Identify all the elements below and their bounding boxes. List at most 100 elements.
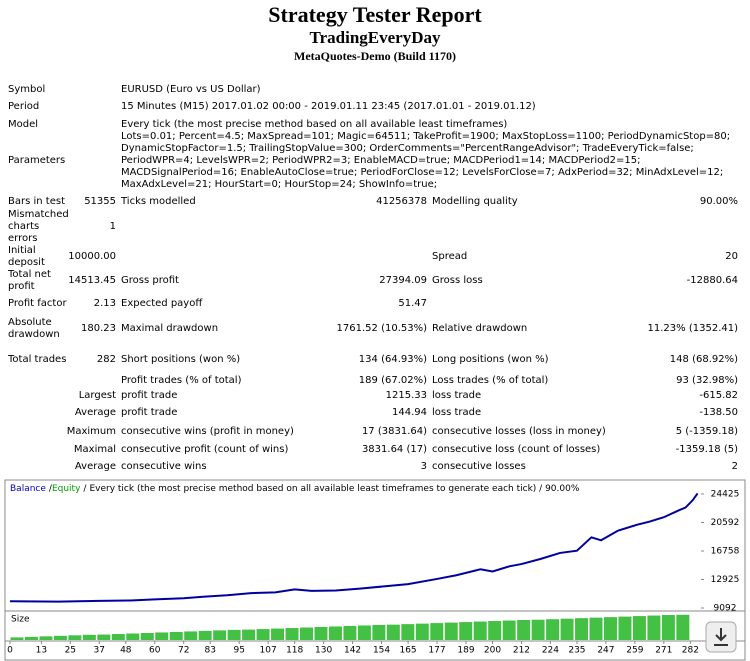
stat-label: profit trade xyxy=(121,390,178,401)
chart-title: Every tick (the most precise method base… xyxy=(89,484,579,494)
stat-label: profit trade xyxy=(121,407,178,418)
stat-label: Loss trades (% of total) xyxy=(432,375,549,386)
x-tick-label: 0 xyxy=(7,646,13,656)
stat-value: 134 (64.93%) xyxy=(358,354,427,365)
server-name: MetaQuotes-Demo (Build 1170) xyxy=(294,49,456,63)
stat-label: consecutive losses (loss in money) xyxy=(432,426,606,437)
stat-value: 180.23 xyxy=(81,323,116,334)
size-bar xyxy=(502,620,516,640)
stat-value: Average xyxy=(74,407,116,418)
x-tick-label: 72 xyxy=(178,646,189,656)
size-bar xyxy=(357,625,371,640)
size-bar xyxy=(97,634,111,640)
download-icon[interactable] xyxy=(705,621,737,653)
stat-value: 282 xyxy=(96,354,116,365)
y-tick-label: 24425 xyxy=(711,490,740,500)
stat-value: 3831.64 (17) xyxy=(361,444,427,455)
size-bar xyxy=(372,624,386,640)
size-bar xyxy=(444,622,458,640)
x-tick-label: 235 xyxy=(568,646,585,656)
size-bar xyxy=(39,636,53,640)
stat-value: 148 (68.92%) xyxy=(669,354,738,365)
stat-label: consecutive wins xyxy=(121,461,207,472)
y-tick-label: 12925 xyxy=(711,575,740,585)
x-tick-label: 60 xyxy=(149,646,161,656)
stat-label: loss trade xyxy=(432,390,482,401)
x-tick-label: 282 xyxy=(682,646,699,656)
y-tick-label: 16758 xyxy=(711,547,740,557)
size-bar xyxy=(589,617,603,640)
report-title: Strategy Tester Report xyxy=(268,2,482,27)
size-bar xyxy=(328,626,342,640)
stat-value: 51.47 xyxy=(398,298,427,309)
balance-line xyxy=(9,492,699,603)
size-bar xyxy=(459,622,473,640)
stat-value: 41256378 xyxy=(376,196,427,207)
legend-entry: Balance xyxy=(10,484,46,494)
stat-label: Total net profit xyxy=(8,269,51,292)
size-bar xyxy=(242,629,256,640)
stat-label: Total trades xyxy=(8,354,67,365)
stat-label: consecutive loss (count of losses) xyxy=(432,444,601,455)
x-tick-label: 271 xyxy=(655,646,672,656)
stat-value: 51355 xyxy=(84,196,116,207)
x-tick-label: 118 xyxy=(286,646,303,656)
x-tick-label: 259 xyxy=(626,646,643,656)
size-bar xyxy=(227,629,241,640)
size-bar xyxy=(271,628,285,640)
stat-label: Profit trades (% of total) xyxy=(121,375,242,386)
size-bar xyxy=(517,619,531,640)
x-tick-label: 165 xyxy=(399,646,416,656)
stat-label: Profit factor xyxy=(8,298,67,309)
size-bar xyxy=(155,632,169,640)
stat-value: -138.50 xyxy=(699,407,738,418)
row-text: Lots=0.01; Percent=4.5; MaxSpread=101; M… xyxy=(121,131,731,190)
size-bar xyxy=(213,630,227,640)
size-bar xyxy=(111,634,125,640)
row-label: Model xyxy=(8,119,39,130)
x-tick-label: 247 xyxy=(597,646,614,656)
stat-value: 2 xyxy=(731,461,738,472)
stat-label: Gross loss xyxy=(432,275,483,286)
stat-value: -12880.64 xyxy=(686,275,738,286)
y-tick-label: 20592 xyxy=(711,518,740,528)
stat-label: consecutive profit (count of wins) xyxy=(121,444,289,455)
legend-separator: / xyxy=(83,484,87,494)
size-bar xyxy=(488,621,502,640)
x-tick-label: 154 xyxy=(373,646,390,656)
stat-label: Relative drawdown xyxy=(432,323,528,334)
legend-separator: / xyxy=(49,484,53,494)
stat-value: 5 (-1359.18) xyxy=(675,426,738,437)
legend-entry: Equity xyxy=(52,484,81,494)
stat-label: Ticks modelled xyxy=(121,196,196,207)
row-text: EURUSD (Euro vs US Dollar) xyxy=(121,84,261,95)
size-bar xyxy=(10,637,24,640)
stat-label: Initial deposit xyxy=(8,245,45,268)
stat-label: consecutive losses xyxy=(432,461,526,472)
size-bar xyxy=(169,631,183,640)
x-tick-label: 95 xyxy=(233,646,244,656)
size-bar xyxy=(343,625,357,640)
chart-header: Balance/Equity / Every tick (the most prec… xyxy=(10,484,580,494)
stat-label: Modelling quality xyxy=(432,196,518,207)
x-tick-label: 212 xyxy=(513,646,530,656)
size-bar xyxy=(415,623,429,640)
stat-value: 10000.00 xyxy=(68,251,116,262)
stat-value: 144.94 xyxy=(392,407,427,418)
size-bar xyxy=(300,627,313,640)
stat-value: 2.13 xyxy=(93,298,116,309)
size-bar xyxy=(68,635,82,640)
stat-value: 3 xyxy=(420,461,427,472)
stat-label: Gross profit xyxy=(121,275,179,286)
stat-label: Long positions (won %) xyxy=(432,354,549,365)
size-bar xyxy=(603,617,617,640)
size-bar xyxy=(256,629,270,640)
size-bar xyxy=(386,624,400,640)
stat-label: Spread xyxy=(432,251,468,262)
stat-value: 189 (67.02%) xyxy=(358,375,427,386)
size-bar xyxy=(126,633,140,640)
size-label: Size xyxy=(11,615,30,625)
stat-value: Maximal xyxy=(73,444,116,455)
x-tick-label: 48 xyxy=(120,646,132,656)
size-bar xyxy=(401,624,415,640)
